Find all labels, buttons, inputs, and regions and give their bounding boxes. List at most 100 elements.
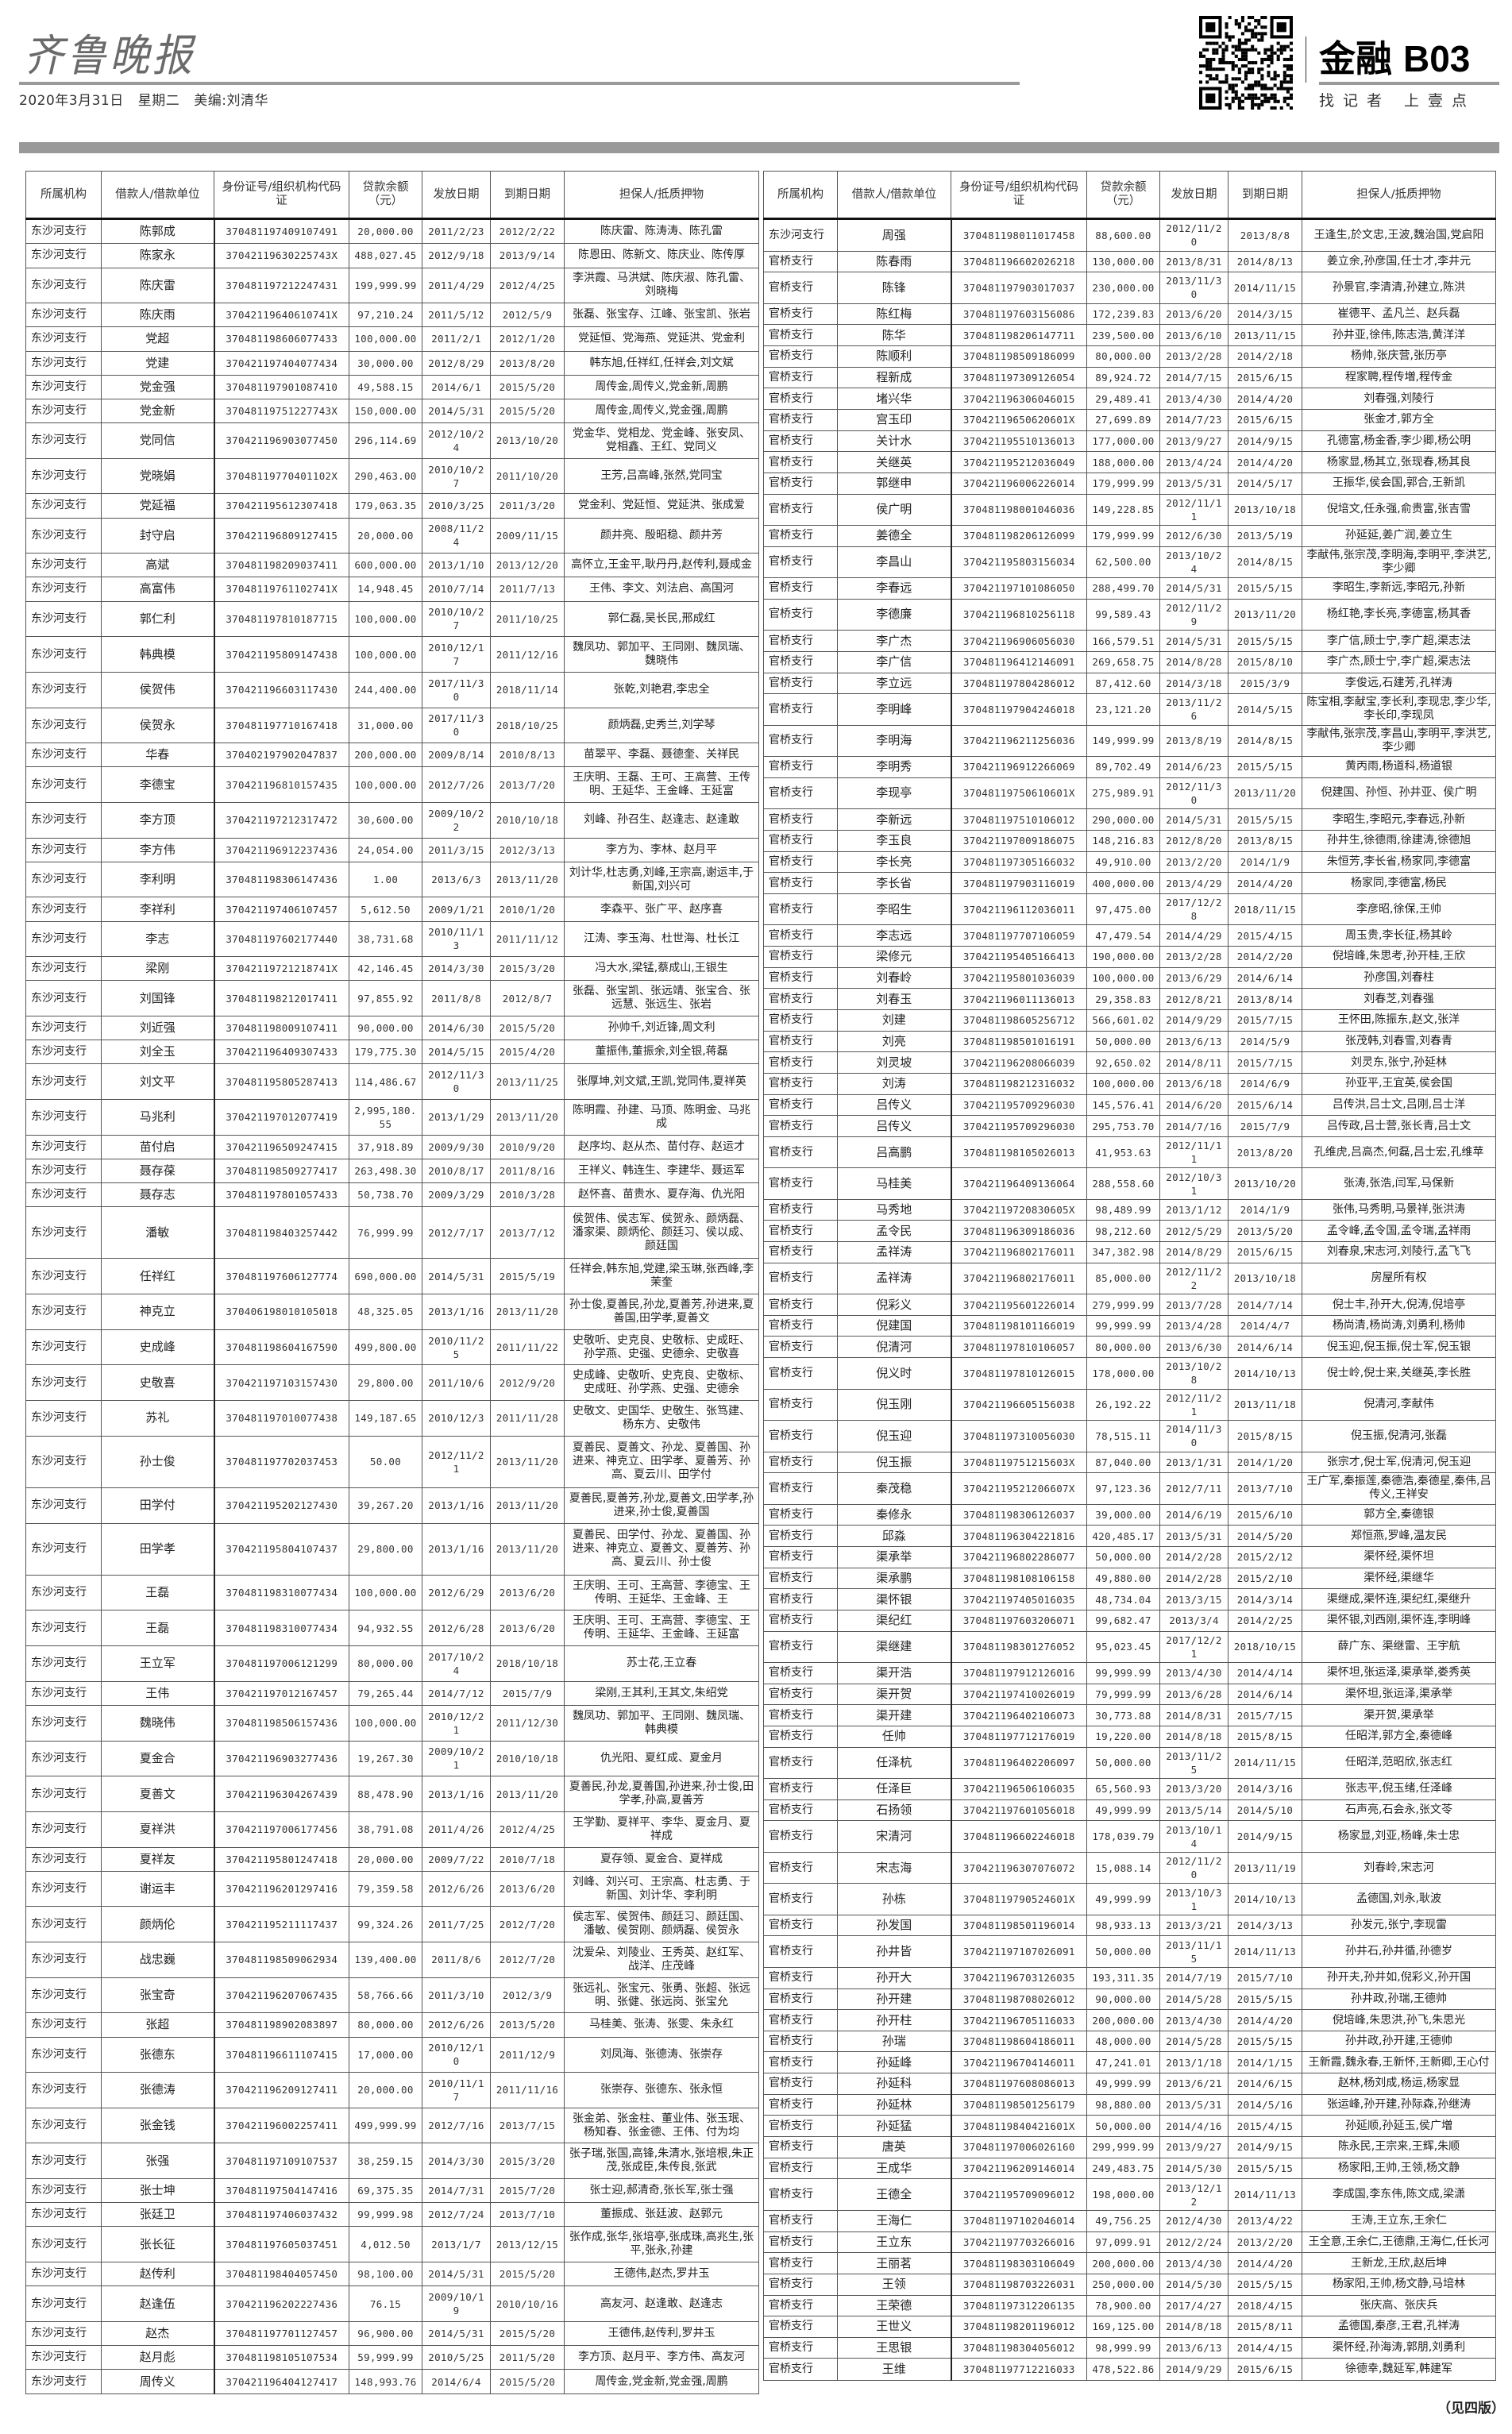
cell-guarantors: 杨家阳,王帅,杨文静,马培林	[1302, 2273, 1496, 2296]
cell-issue-date: 2013/5/31	[1159, 472, 1228, 495]
cell-issue-date: 2008/11/24	[422, 517, 491, 554]
cell-branch: 官桥支行	[763, 1051, 838, 1074]
cell-loan-balance: 27,699.89	[1086, 408, 1160, 431]
cell-loan-balance: 62,500.00	[1086, 546, 1160, 579]
cell-branch: 东沙河支行	[25, 1294, 102, 1330]
cell-guarantors: 孟令峰,孟令国,孟令瑞,孟祥雨	[1302, 1220, 1496, 1243]
cell-borrower: 史成峰	[101, 1329, 215, 1366]
cell-loan-balance: 690,000.00	[349, 1258, 422, 1295]
cell-due-date: 2013/8/8	[1228, 218, 1302, 252]
cell-borrower: 吕传义	[837, 1115, 952, 1137]
table-row: 东沙河支行 高斌 370481198209037411 600,000.00 2013/…	[25, 553, 759, 578]
table-row: 官桥支行 孙延林 370481198501256179 98,880.00 2013/5…	[763, 2093, 1496, 2116]
cell-borrower: 李志远	[837, 924, 952, 947]
cell-guarantors: 王全意,王余仁,王德鼎,王海仁,任长河	[1302, 2231, 1496, 2254]
cell-guarantors: 倪建国、孙恒、孙井亚、侯广明	[1302, 777, 1496, 810]
cell-guarantors: 江涛、李玉海、杜世海、杜长江	[564, 920, 759, 958]
table-row: 官桥支行 陈春雨 370481196602026218 130,000.00 2013/…	[763, 250, 1496, 273]
cell-issue-date: 2013/6/28	[1159, 1683, 1228, 1706]
cell-issue-date: 2013/10/24	[1159, 546, 1228, 579]
cell-id-number: 370421196207067435	[214, 1977, 349, 2014]
cell-guarantors: 李献伟,张宗茂,李明海,李明平,李洪艺,李少卿	[1302, 546, 1496, 579]
cell-issue-date: 2013/9/27	[1159, 2136, 1228, 2158]
table-row: 东沙河支行 潘敏 370481198403257442 76,999.99 2012/7…	[25, 1206, 759, 1259]
cell-id-number: 370421196211256036	[951, 724, 1087, 758]
cell-borrower: 倪清河	[837, 1336, 952, 1359]
cell-loan-balance: 1.00	[349, 861, 422, 898]
cell-loan-balance: 31,000.00	[349, 707, 422, 744]
table-row: 官桥支行 程新成 370481197309126054 89,924.72 2014/7…	[763, 366, 1496, 389]
cell-id-number: 370481198509062934	[214, 1942, 349, 1978]
cell-borrower: 梁修元	[837, 945, 952, 968]
cell-borrower: 倪彩义	[837, 1294, 952, 1316]
table-row: 官桥支行 李明海 370421196211256036 149,999.99 2013/…	[763, 724, 1496, 758]
cell-due-date: 2011/7/13	[490, 577, 565, 602]
cell-issue-date: 2011/10/6	[422, 1364, 491, 1402]
issue-date: 2020年3月31日	[19, 93, 124, 109]
cell-id-number: 370421196112036011	[951, 893, 1087, 926]
cell-loan-balance: 38,731.68	[349, 920, 422, 958]
cell-guarantors: 王新霞,魏永春,王新怀,王新卿,王心付	[1302, 2051, 1496, 2074]
cell-due-date: 2013/11/15	[1228, 324, 1302, 346]
table-row: 官桥支行 堵兴华 370421196306046015 29,489.41 2013/4…	[763, 388, 1496, 410]
cell-borrower: 王德全	[837, 2178, 952, 2211]
table-row: 官桥支行 刘涛 370481198212316032 100,000.00 2013/6…	[763, 1072, 1496, 1095]
table-row: 东沙河支行 刘国锋 370481198212017411 97,855.92 2011/…	[25, 980, 759, 1017]
cell-due-date: 2013/11/18	[1228, 1388, 1302, 1421]
cell-guarantors: 李森平、张广平、赵序喜	[564, 897, 759, 922]
cell-id-number: 370481198509186099	[951, 345, 1087, 368]
cell-due-date: 2015/5/15	[1228, 1988, 1302, 2011]
table-row: 官桥支行 孙延峰 370421196704146011 47,241.01 2013/1…	[763, 2051, 1496, 2074]
cell-borrower: 党超	[101, 326, 215, 352]
table-row: 东沙河支行 陈庆雨 37042119640610741X 97,210.24 2011/…	[25, 303, 759, 328]
cell-branch: 官桥支行	[763, 1420, 838, 1452]
cell-branch: 官桥支行	[763, 1588, 838, 1610]
cell-branch: 东沙河支行	[25, 1846, 102, 1872]
cell-loan-balance: 50,000.00	[1086, 1935, 1160, 1968]
cell-borrower: 孙延林	[837, 2093, 952, 2116]
cell-due-date: 2018/10/25	[490, 707, 565, 744]
cell-due-date: 2014/1/9	[1228, 1198, 1302, 1221]
cell-loan-balance: 20,000.00	[349, 517, 422, 554]
table-row: 官桥支行 郭继申 370421196006226014 179,999.99 2013/…	[763, 472, 1496, 495]
cell-issue-date: 2013/2/28	[1159, 345, 1228, 368]
table-row: 东沙河支行 郭仁利 370481197810187715 100,000.00 2010…	[25, 600, 759, 638]
cell-borrower: 李广杰	[837, 630, 952, 652]
cell-loan-balance: 499,800.00	[349, 1329, 422, 1366]
cell-loan-balance: 19,220.00	[1086, 1725, 1160, 1748]
cell-due-date: 2011/11/28	[490, 1400, 565, 1437]
cell-guarantors: 刘春岭,宋志河	[1302, 1851, 1496, 1884]
cell-guarantors: 倪玉迎,倪玉振,倪士军,倪玉银	[1302, 1336, 1496, 1359]
table-row: 东沙河支行 梁刚 37042119721218741X 42,146.45 2014/3…	[25, 956, 759, 982]
cell-id-number: 370481197707106059	[951, 924, 1087, 947]
table-row: 东沙河支行 李祥利 370421197406107457 5,612.50 2009/1…	[25, 897, 759, 922]
table-row: 官桥支行 渠怀银 370421197405016035 48,734.04 2013/3…	[763, 1588, 1496, 1610]
table-row: 官桥支行 孟令民 370481196309186036 98,212.60 2012/5…	[763, 1220, 1496, 1243]
table-row: 官桥支行 李玉良 370421197009186075 148,216.83 2012/…	[763, 829, 1496, 852]
cell-borrower: 侯贺永	[101, 707, 215, 744]
cell-guarantors: 刘凤海、张德涛、张崇存	[564, 2036, 759, 2073]
cell-guarantors: 郭仁磊,吴长民,邢成红	[564, 600, 759, 638]
table-row: 东沙河支行 王伟 370421197012167457 79,265.44 2014/7…	[25, 1680, 759, 1706]
cell-issue-date: 2012/6/26	[422, 2012, 491, 2038]
table-row: 官桥支行 王荣德 370481197312206135 78,900.00 2017/4…	[763, 2294, 1496, 2317]
cell-branch: 东沙河支行	[25, 2345, 102, 2370]
cell-branch: 官桥支行	[763, 1009, 838, 1032]
cell-borrower: 侯贺伟	[101, 671, 215, 708]
cell-loan-balance: 59,999.99	[349, 2345, 422, 2370]
cell-id-number: 370481197510106012	[951, 808, 1087, 831]
cell-borrower: 李玉良	[837, 829, 952, 852]
cell-branch: 东沙河支行	[25, 1206, 102, 1259]
cell-branch: 东沙河支行	[25, 1740, 102, 1777]
cell-branch: 东沙河支行	[25, 1182, 102, 1208]
cell-due-date: 2012/9/20	[490, 1364, 565, 1402]
cell-due-date: 2013/11/20	[490, 1294, 565, 1330]
cell-guarantors: 王逢生,於文忠,王波,魏治国,党启阳	[1302, 218, 1496, 252]
cell-id-number: 370421197006177456	[214, 1811, 349, 1848]
cell-due-date: 2014/8/13	[1228, 250, 1302, 273]
cell-id-number: 370421196404127417	[214, 2369, 349, 2394]
cell-borrower: 张超	[101, 2012, 215, 2038]
cell-loan-balance: 188,000.00	[1086, 451, 1160, 473]
table-row: 东沙河支行 张士坤 370481197504147416 69,375.35 2014/…	[25, 2178, 759, 2204]
cell-branch: 官桥支行	[763, 1357, 838, 1390]
